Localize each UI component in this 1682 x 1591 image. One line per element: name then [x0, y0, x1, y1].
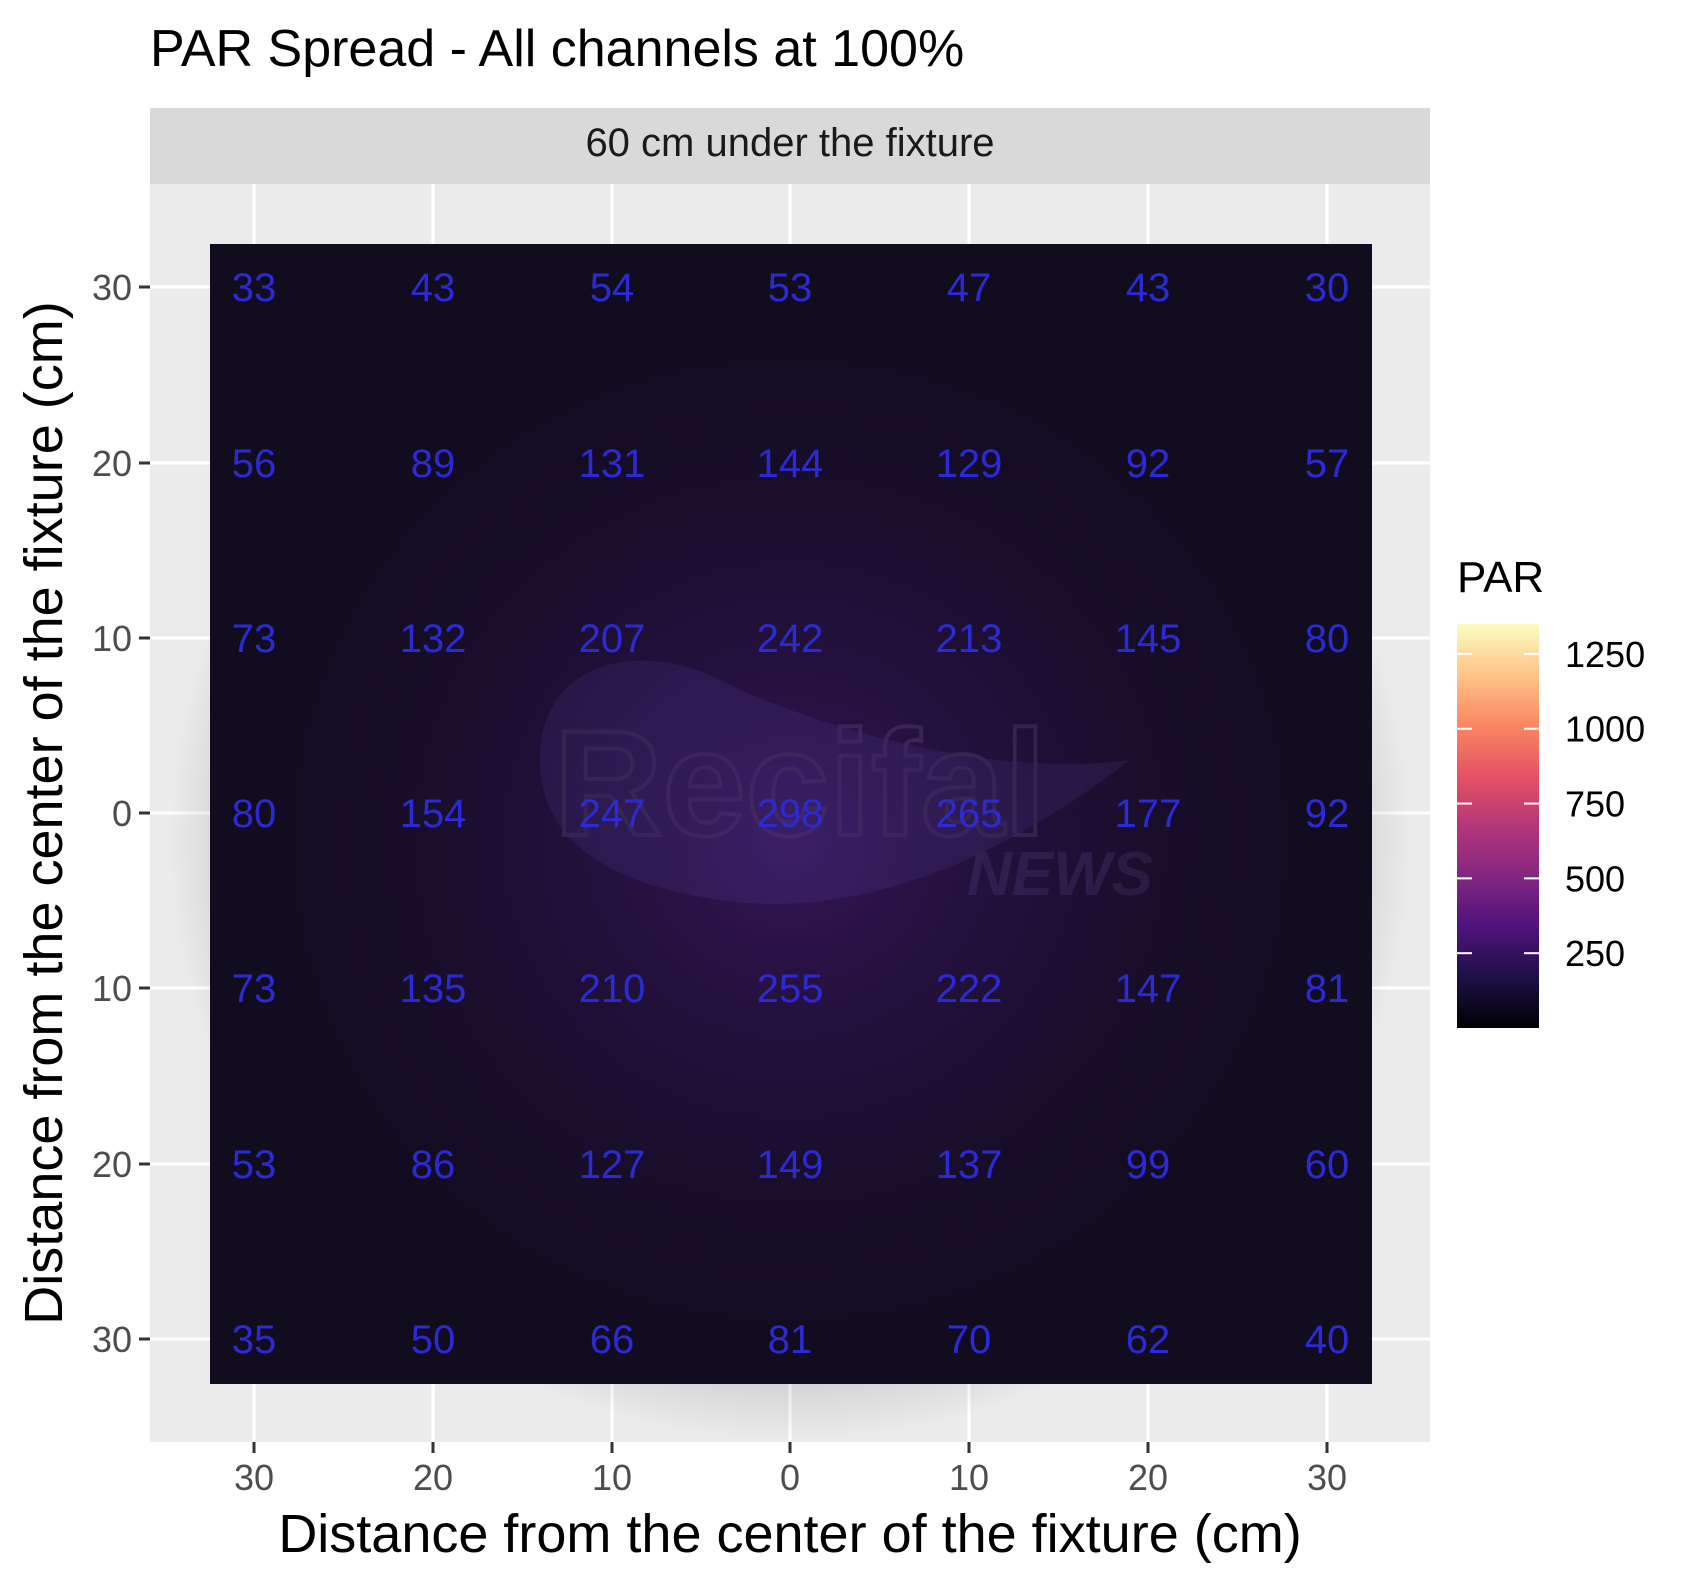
chart-title: PAR Spread - All channels at 100%: [150, 20, 964, 78]
cell-value-label: 92: [1126, 442, 1171, 486]
cell-value-label: 149: [757, 1143, 824, 1187]
y-tick-label: 20: [92, 1144, 132, 1185]
legend-tick-label: 1000: [1565, 709, 1645, 750]
cell-value-label: 207: [579, 617, 646, 661]
cell-value-label: 92: [1305, 792, 1350, 836]
watermark-news-text: NEWS: [967, 840, 1153, 909]
cell-value-label: 33: [232, 266, 277, 310]
y-tick-label: 20: [92, 443, 132, 484]
cell-value-label: 66: [590, 1318, 635, 1362]
recifal-news-watermark: Recifal NEWS: [540, 660, 1153, 909]
legend-tick-label: 750: [1565, 784, 1625, 825]
x-axis: 30 20 10 0 10 20 30: [234, 1442, 1347, 1498]
cell-value-label: 210: [579, 967, 646, 1011]
y-tick-label: 0: [112, 793, 132, 834]
y-tick-label: 10: [92, 618, 132, 659]
cell-value-label: 145: [1115, 617, 1182, 661]
x-tick-label: 10: [949, 1457, 989, 1498]
x-tick-label: 30: [1307, 1457, 1347, 1498]
cell-value-label: 131: [579, 442, 646, 486]
x-tick-label: 30: [234, 1457, 274, 1498]
cell-value-label: 81: [768, 1318, 813, 1362]
cell-value-label: 60: [1305, 1143, 1350, 1187]
cell-value-label: 80: [1305, 617, 1350, 661]
watermark-logo-text: Recifal: [554, 699, 1046, 867]
x-tick-label: 10: [592, 1457, 632, 1498]
cell-value-label: 265: [936, 792, 1003, 836]
cell-value-label: 147: [1115, 967, 1182, 1011]
x-tick-label: 0: [780, 1457, 800, 1498]
heatmap-center-glow: [170, 240, 1410, 1440]
cell-value-label: 47: [947, 266, 992, 310]
cell-value-label: 154: [400, 792, 467, 836]
cell-value-label: 73: [232, 617, 277, 661]
cell-value-label: 50: [411, 1318, 456, 1362]
y-tick-label: 30: [92, 1319, 132, 1360]
y-axis-title: Distance from the center of the fixture …: [14, 301, 74, 1324]
cell-value-label: 127: [579, 1143, 646, 1187]
facet-strip: [150, 108, 1430, 184]
cell-value-label: 54: [590, 266, 635, 310]
cell-value-label: 298: [757, 792, 824, 836]
cell-value-label: 247: [579, 792, 646, 836]
watermark-wave-shape: [540, 660, 1130, 904]
cell-value-label: 255: [757, 967, 824, 1011]
legend-ticks: 1250 1000 750 500 250: [1457, 634, 1645, 974]
cell-value-label: 30: [1305, 266, 1350, 310]
cell-value-label: 73: [232, 967, 277, 1011]
cell-value-label: 144: [757, 442, 824, 486]
cell-value-label: 81: [1305, 967, 1350, 1011]
cell-value-labels: 33 43 54 53 47 43 30 56 89 131 144 129 92 57 73 132 207 2…: [232, 266, 1350, 1362]
cell-value-label: 222: [936, 967, 1003, 1011]
legend-tick-label: 1250: [1565, 634, 1645, 675]
cell-value-label: 89: [411, 442, 456, 486]
cell-value-label: 43: [411, 266, 456, 310]
legend-tick-label: 500: [1565, 858, 1625, 899]
cell-value-label: 53: [768, 266, 813, 310]
cell-value-label: 135: [400, 967, 467, 1011]
legend-title: PAR: [1457, 553, 1544, 602]
cell-value-label: 53: [232, 1143, 277, 1187]
cell-value-label: 56: [232, 442, 277, 486]
cell-value-label: 242: [757, 617, 824, 661]
legend: PAR 1250 1000 750 500 250: [1457, 553, 1645, 1028]
cell-value-label: 99: [1126, 1143, 1171, 1187]
y-tick-label: 10: [92, 968, 132, 1009]
cell-value-label: 86: [411, 1143, 456, 1187]
cell-value-label: 43: [1126, 266, 1171, 310]
cell-value-label: 213: [936, 617, 1003, 661]
cell-value-label: 40: [1305, 1318, 1350, 1362]
y-tick-label: 30: [92, 267, 132, 308]
cell-value-label: 62: [1126, 1318, 1171, 1362]
x-tick-label: 20: [1128, 1457, 1168, 1498]
y-axis: 30 20 10 0 10 20 30: [92, 267, 150, 1360]
facet-label: 60 cm under the fixture: [585, 121, 994, 165]
x-axis-title: Distance from the center of the fixture …: [278, 1504, 1301, 1564]
cell-value-label: 70: [947, 1318, 992, 1362]
legend-colorbar: [1457, 624, 1539, 1028]
cell-value-label: 80: [232, 792, 277, 836]
cell-value-label: 132: [400, 617, 467, 661]
cell-value-label: 35: [232, 1318, 277, 1362]
cell-value-label: 137: [936, 1143, 1003, 1187]
cell-value-label: 129: [936, 442, 1003, 486]
x-tick-label: 20: [413, 1457, 453, 1498]
cell-value-label: 57: [1305, 442, 1350, 486]
cell-value-label: 177: [1115, 792, 1182, 836]
legend-tick-label: 250: [1565, 933, 1625, 974]
